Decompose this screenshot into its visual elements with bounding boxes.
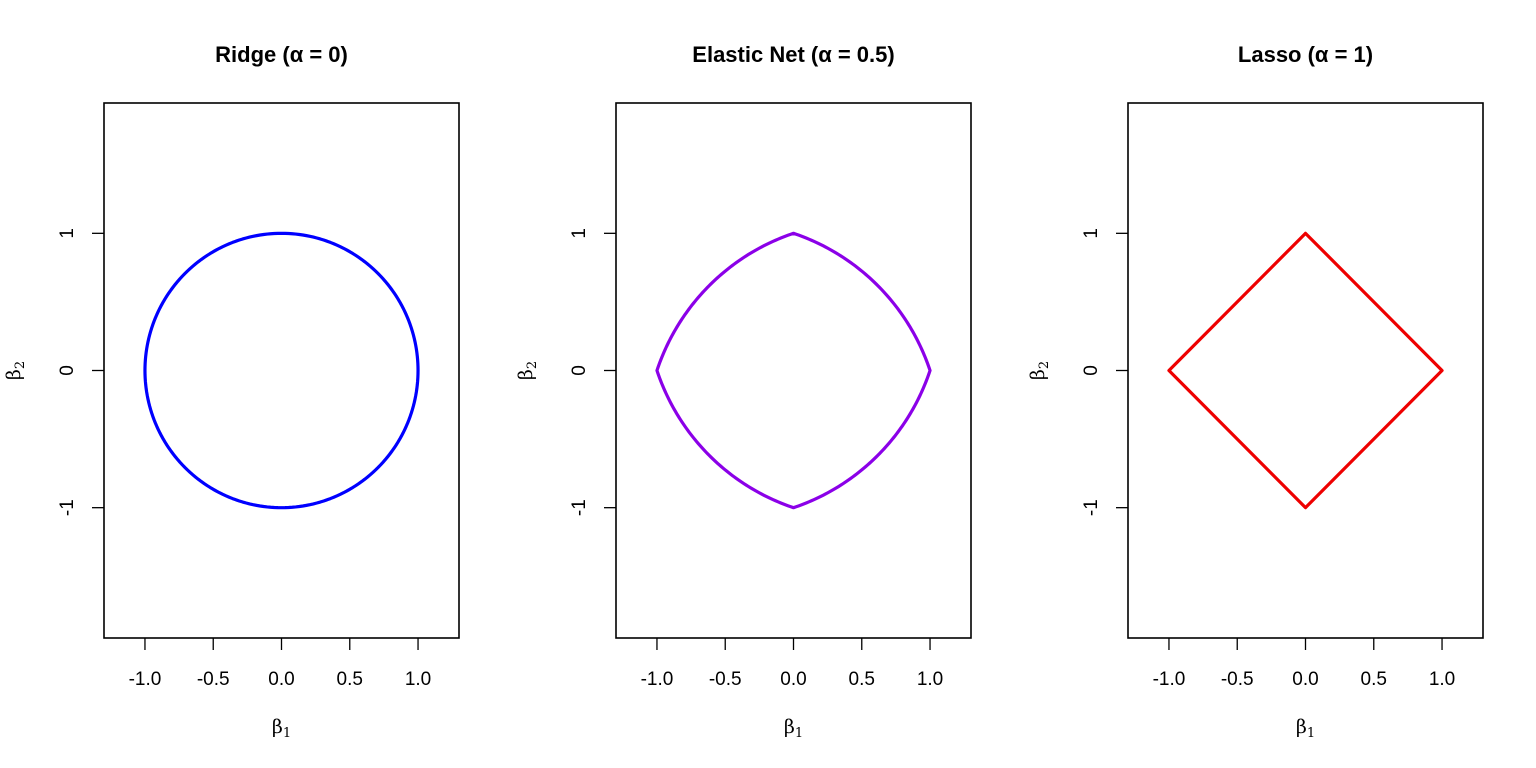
series-line: [1167, 231, 1444, 510]
x-tick-label: 1.0: [917, 669, 943, 690]
series-line: [143, 231, 420, 510]
series-line: [655, 231, 932, 510]
y-tick-label: 0: [57, 365, 78, 376]
x-axis-title: β1: [1296, 716, 1315, 741]
x-tick-label: 0.5: [337, 669, 363, 690]
x-tick-label: 0.5: [1361, 669, 1387, 690]
y-tick-label: -1: [57, 499, 78, 516]
x-tick-label: 0.0: [1292, 669, 1318, 690]
y-tick-label: 0: [1081, 365, 1102, 376]
x-tick-label: 0.0: [780, 669, 806, 690]
x-tick-label: 1.0: [405, 669, 431, 690]
x-tick-label: -0.5: [197, 669, 230, 690]
y-tick-label: 0: [569, 365, 590, 376]
y-tick-label: 1: [1081, 228, 1102, 239]
x-axis-title: β1: [272, 716, 291, 741]
plot-frame: [615, 102, 972, 639]
x-tick-label: -1.0: [129, 669, 162, 690]
x-tick-label: -1.0: [1153, 669, 1186, 690]
y-tick-label: 1: [57, 228, 78, 239]
y-axis-title: β2: [1027, 361, 1052, 380]
y-axis-title: β2: [3, 361, 28, 380]
x-tick-label: 0.0: [268, 669, 294, 690]
y-tick-label: 1: [569, 228, 590, 239]
chart-panel-1: Ridge (α = 0) -1.0 -0.5 0.0 0.5 1.0 -1 0 1 β1 β2: [3, 42, 460, 741]
y-tick-label: -1: [1081, 499, 1102, 516]
x-tick-label: -0.5: [1221, 669, 1254, 690]
plot-frame: [103, 102, 460, 639]
chart-title: Ridge (α = 0): [215, 42, 348, 67]
chart-panel-2: Elastic Net (α = 0.5) -1.0 -0.5 0.0 0.5 1.0 -1…: [515, 42, 972, 741]
x-axis-title: β1: [784, 716, 803, 741]
x-tick-label: -1.0: [641, 669, 674, 690]
y-axis-title: β2: [515, 361, 540, 380]
chart-panel-3: Lasso (α = 1) -1.0 -0.5 0.0 0.5 1.0 -1 0 1 β1 β2: [1027, 42, 1484, 741]
y-tick-label: -1: [569, 499, 590, 516]
x-tick-label: 0.5: [849, 669, 875, 690]
chart-title: Elastic Net (α = 0.5): [692, 42, 894, 67]
chart-title: Lasso (α = 1): [1238, 42, 1373, 67]
x-tick-label: 1.0: [1429, 669, 1455, 690]
x-tick-label: -0.5: [709, 669, 742, 690]
plot-frame: [1127, 102, 1484, 639]
